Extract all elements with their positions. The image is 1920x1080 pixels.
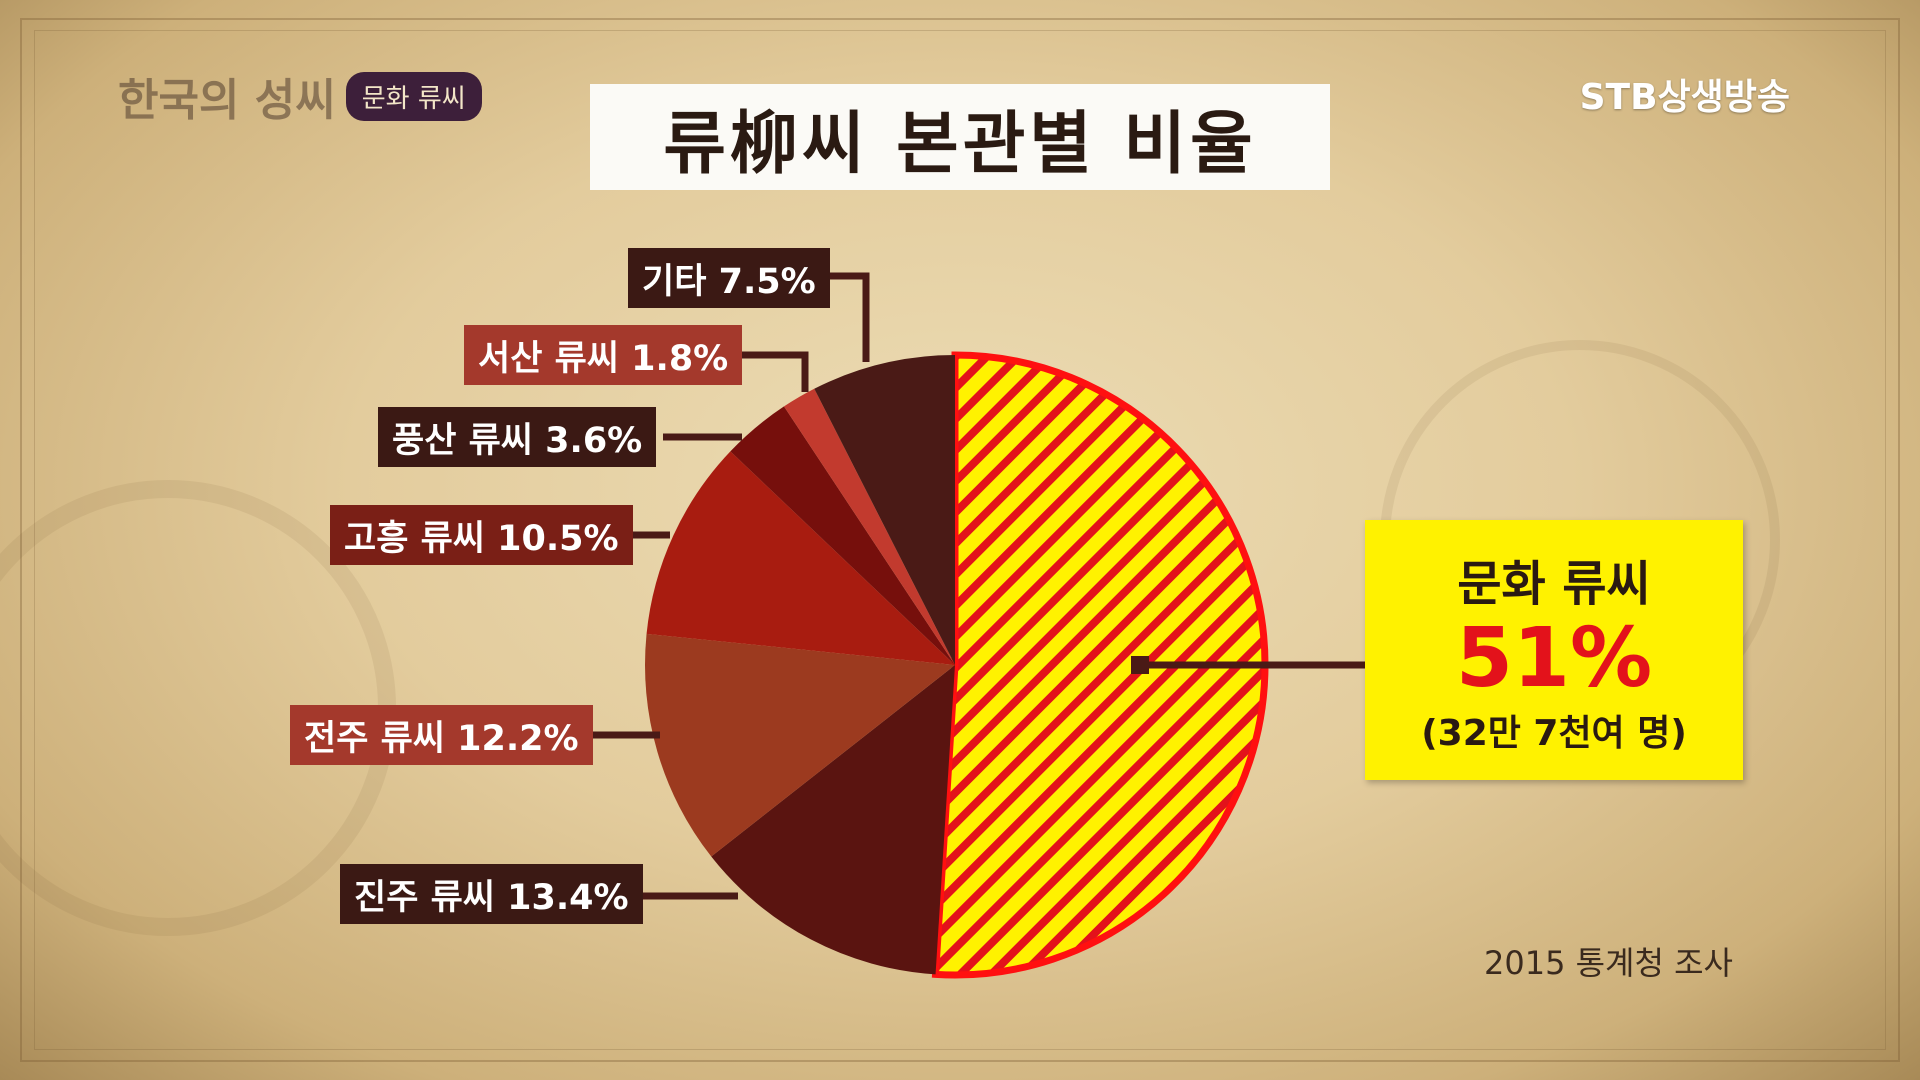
callout-percent: 51%: [1455, 610, 1653, 706]
slice-label-pungsan: 풍산 류씨 3.6%: [378, 407, 657, 467]
callout-count: (32만 7천여 명): [1421, 713, 1687, 755]
main-slice-callout: 문화 류씨 51% (32만 7천여 명): [1365, 520, 1743, 780]
slice-label-jeonju: 전주 류씨 12.2%: [290, 705, 593, 765]
slice-etc: [814, 355, 955, 665]
program-subtitle-badge: 문화 류씨: [345, 71, 482, 121]
program-logo: 한국의 성씨 문화 류씨: [118, 64, 482, 128]
slice-label-seosan: 서산 류씨 1.8%: [464, 325, 743, 385]
leader-anchor: [1131, 656, 1149, 674]
slice-goheung: [646, 451, 955, 665]
program-title: 한국의 성씨: [118, 75, 336, 126]
broadcaster-logo: STB상생방송: [1579, 77, 1790, 118]
title-banner: 류柳씨 본관별 비율: [590, 84, 1330, 190]
callout-name: 문화 류씨: [1457, 555, 1651, 612]
source-note: 2015 통계청 조사: [1484, 944, 1733, 982]
slice-label-goheung: 고흥 류씨 10.5%: [330, 505, 633, 565]
leader-etc: [827, 272, 870, 362]
slice-jinju: [711, 665, 955, 975]
chart-title: 류柳씨 본관별 비율: [663, 103, 1257, 184]
slice-seosan: [783, 388, 955, 665]
slice-label-etc: 기타 7.5%: [628, 248, 830, 308]
leader-seosan: [739, 351, 809, 392]
slice-munhwa: [931, 351, 1269, 979]
slice-jeonju: [645, 633, 955, 857]
slice-pungsan: [730, 406, 955, 665]
slice-label-jinju: 진주 류씨 13.4%: [340, 864, 643, 924]
